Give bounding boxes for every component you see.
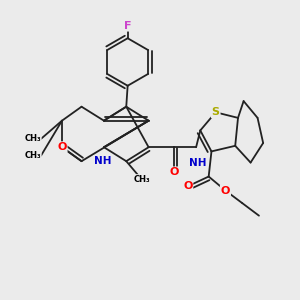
Text: O: O [183, 181, 192, 191]
Text: S: S [212, 107, 220, 117]
Text: O: O [57, 142, 67, 152]
Text: CH₃: CH₃ [24, 134, 41, 143]
Text: O: O [169, 167, 178, 177]
Text: CH₃: CH₃ [133, 175, 150, 184]
Text: CH₃: CH₃ [24, 151, 41, 160]
Text: O: O [221, 185, 230, 196]
Text: F: F [124, 21, 131, 31]
Text: NH: NH [94, 156, 111, 166]
Text: NH: NH [189, 158, 206, 168]
